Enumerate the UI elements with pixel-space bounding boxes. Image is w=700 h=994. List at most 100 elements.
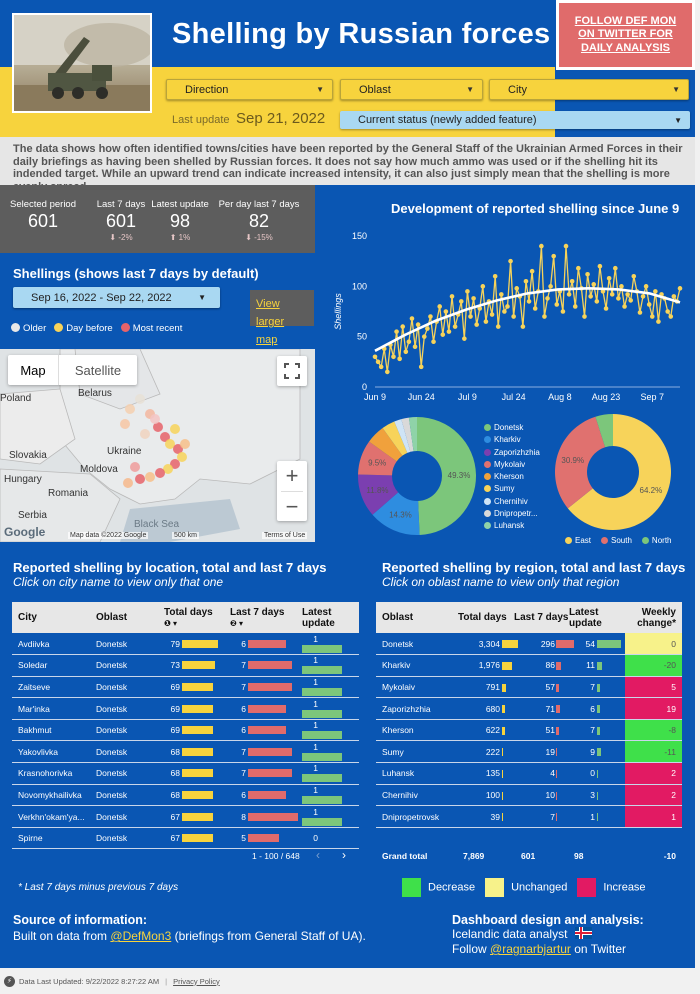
oblast-legend-item[interactable]: Dnipropetr... bbox=[484, 508, 540, 520]
shelling-dot[interactable] bbox=[165, 439, 175, 449]
data-point[interactable] bbox=[440, 332, 446, 337]
data-point[interactable] bbox=[576, 265, 581, 271]
city-table-row[interactable]: Novomykhailivka Donetsk 68 6 1 bbox=[12, 784, 359, 806]
data-point[interactable] bbox=[646, 302, 652, 307]
data-point[interactable] bbox=[619, 284, 624, 289]
shelling-dot[interactable] bbox=[155, 468, 165, 478]
data-point[interactable] bbox=[499, 292, 504, 297]
donut-slice[interactable] bbox=[358, 474, 399, 515]
city-name[interactable]: Yakovlivka bbox=[18, 746, 58, 757]
region-table-row[interactable]: Luhansk 135 4 0 2 bbox=[376, 762, 682, 785]
data-point[interactable] bbox=[391, 354, 396, 360]
data-point[interactable] bbox=[483, 319, 489, 324]
donut-slice[interactable] bbox=[358, 441, 397, 476]
data-point[interactable] bbox=[409, 316, 415, 321]
data-point[interactable] bbox=[502, 309, 507, 314]
city-name[interactable]: Novomykhailivka bbox=[18, 789, 82, 800]
data-point[interactable] bbox=[563, 243, 569, 249]
data-point[interactable] bbox=[477, 306, 483, 311]
data-point[interactable] bbox=[637, 310, 643, 315]
donut-slice[interactable] bbox=[382, 421, 408, 456]
data-point[interactable] bbox=[492, 273, 498, 279]
direction-dropdown[interactable]: Direction ▼ bbox=[166, 79, 333, 100]
oblast-name[interactable]: Kherson bbox=[382, 725, 414, 736]
data-point[interactable] bbox=[511, 314, 516, 319]
oblast-name[interactable]: Luhansk bbox=[382, 768, 415, 779]
view-larger-link[interactable]: View larger map bbox=[256, 298, 285, 346]
data-point[interactable] bbox=[425, 326, 430, 331]
donut-slice[interactable] bbox=[555, 416, 606, 509]
data-point[interactable] bbox=[523, 279, 529, 284]
city-table-row[interactable]: Spirne Donetsk 67 5 0 bbox=[12, 827, 359, 849]
data-point[interactable] bbox=[446, 329, 452, 334]
oblast-legend-item[interactable]: Luhansk bbox=[484, 520, 540, 532]
city-table-row[interactable]: Krasnohorivka Donetsk 68 7 1 bbox=[12, 763, 359, 785]
city-name[interactable]: Soledar bbox=[18, 660, 48, 671]
data-point[interactable] bbox=[520, 324, 526, 329]
col-oblast[interactable]: Oblast bbox=[96, 612, 128, 623]
region-table-row[interactable]: Kharkiv 1,976 86 11 -20 bbox=[376, 654, 682, 677]
data-point[interactable] bbox=[474, 322, 479, 327]
city-table-row[interactable]: Soledar Donetsk 73 7 1 bbox=[12, 655, 359, 677]
oblast-name[interactable]: Sumy bbox=[382, 746, 404, 757]
donut-slice[interactable] bbox=[394, 419, 411, 453]
data-point[interactable] bbox=[628, 298, 634, 303]
city-name[interactable]: Krasnohorivka bbox=[18, 768, 73, 779]
prev-page-icon[interactable]: ‹ bbox=[316, 848, 320, 862]
next-page-icon[interactable]: › bbox=[342, 848, 346, 862]
shelling-dot[interactable] bbox=[163, 464, 173, 474]
donut-slice[interactable] bbox=[595, 414, 613, 448]
data-point[interactable] bbox=[554, 302, 560, 307]
oblast-name[interactable]: Dnipropetrovsk bbox=[382, 811, 440, 822]
terms-of-use-link[interactable]: Terms of Use bbox=[262, 532, 308, 539]
data-point[interactable] bbox=[437, 304, 442, 309]
col-total-days[interactable]: Total days bbox=[458, 612, 507, 623]
city-dropdown[interactable]: City ▼ bbox=[489, 79, 689, 100]
data-point[interactable] bbox=[640, 294, 646, 299]
data-point[interactable] bbox=[622, 304, 627, 309]
data-point[interactable] bbox=[375, 359, 381, 365]
data-point[interactable] bbox=[600, 289, 606, 294]
data-point[interactable] bbox=[548, 284, 553, 289]
city-name[interactable]: Zaitseve bbox=[18, 681, 51, 692]
city-table-row[interactable]: Avdiivka Donetsk 79 6 1 bbox=[12, 633, 359, 655]
oblast-legend-item[interactable]: Donetsk bbox=[484, 422, 540, 434]
region-table-row[interactable]: Dnipropetrovsk 39 7 1 1 bbox=[376, 805, 682, 828]
donut-slice[interactable] bbox=[417, 417, 476, 535]
data-point[interactable] bbox=[572, 304, 578, 309]
data-point[interactable] bbox=[625, 292, 630, 297]
data-point[interactable] bbox=[400, 324, 406, 329]
city-table-row[interactable]: Verkhn'okam'ya... Donetsk 67 8 1 bbox=[12, 806, 359, 828]
data-point[interactable] bbox=[505, 304, 510, 309]
oblast-donut-chart[interactable]: 49.3% 14.3% 11.8% 9.5% bbox=[358, 417, 478, 537]
fullscreen-icon[interactable] bbox=[277, 356, 307, 386]
data-point[interactable] bbox=[449, 294, 455, 299]
data-point[interactable] bbox=[378, 364, 384, 370]
shelling-line-chart[interactable]: 0 50 100 150 Jun 9 Jun 24 Jul 9 Jul 24 Aug 8 Aug … bbox=[325, 222, 695, 407]
current-status-dropdown[interactable]: Current status (newly added feature) ▼ bbox=[340, 111, 690, 129]
data-point[interactable] bbox=[609, 292, 615, 297]
zoom-in-button[interactable]: + bbox=[285, 463, 299, 488]
city-table-row[interactable]: Bakhmut Donetsk 69 6 1 bbox=[12, 719, 359, 741]
region-table-row[interactable]: Kherson 622 51 7 -8 bbox=[376, 719, 682, 741]
oblast-dropdown[interactable]: Oblast ▼ bbox=[340, 79, 483, 100]
view-larger-map-button[interactable]: View larger map bbox=[250, 290, 314, 346]
shelling-dot[interactable] bbox=[130, 462, 140, 472]
city-name[interactable]: Mar'inka bbox=[18, 703, 50, 714]
region-table-row[interactable]: Donetsk 3,304 296 54 0 bbox=[376, 633, 682, 655]
region-table-row[interactable]: Mykolaiv 791 57 7 5 bbox=[376, 676, 682, 698]
data-point[interactable] bbox=[649, 314, 655, 319]
data-point[interactable] bbox=[372, 354, 378, 360]
data-point[interactable] bbox=[418, 364, 424, 370]
col-total-days[interactable]: Total days ❶ ▾ bbox=[164, 602, 230, 633]
city-name[interactable]: Bakhmut bbox=[18, 725, 52, 736]
city-table-row[interactable]: Mar'inka Donetsk 69 6 1 bbox=[12, 698, 359, 720]
shelling-dot[interactable] bbox=[153, 422, 163, 432]
satellite-button[interactable]: Satellite bbox=[74, 362, 122, 378]
data-point[interactable] bbox=[495, 324, 501, 329]
col-latest-update[interactable]: Latest update bbox=[302, 606, 335, 629]
col-last-7-days[interactable]: Last 7 days ❷ ▾ bbox=[230, 602, 302, 633]
data-point[interactable] bbox=[480, 284, 486, 289]
data-point[interactable] bbox=[545, 296, 550, 301]
data-point[interactable] bbox=[412, 344, 418, 350]
